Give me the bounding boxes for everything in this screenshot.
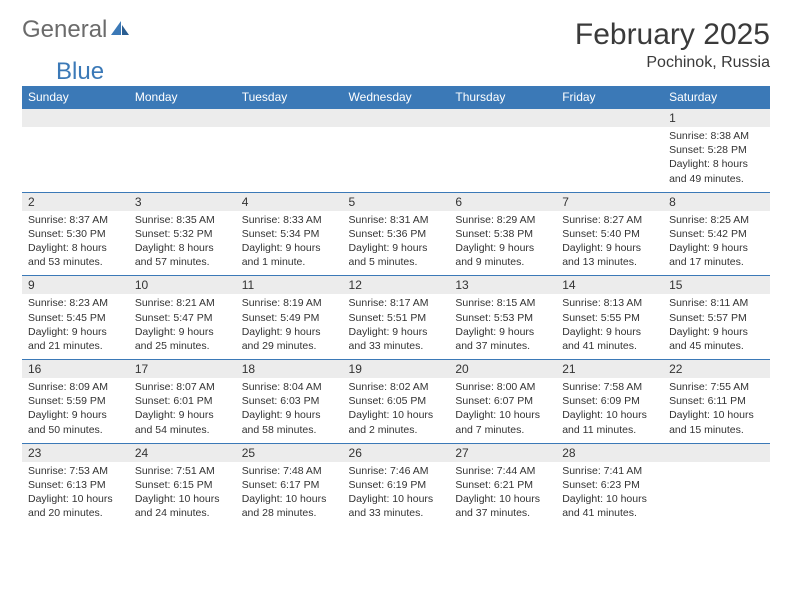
day-details-cell: Sunrise: 7:41 AMSunset: 6:23 PMDaylight:… [556, 462, 663, 527]
day-details-cell: Sunrise: 8:02 AMSunset: 6:05 PMDaylight:… [343, 378, 450, 443]
day-details-cell: Sunrise: 7:44 AMSunset: 6:21 PMDaylight:… [449, 462, 556, 527]
day-details-cell [663, 462, 770, 527]
month-title: February 2025 [575, 18, 770, 52]
day-number-cell: 16 [22, 360, 129, 379]
day-details-cell: Sunrise: 8:23 AMSunset: 5:45 PMDaylight:… [22, 294, 129, 359]
day-number-cell: 21 [556, 360, 663, 379]
day-number-cell: 23 [22, 443, 129, 462]
day-number-cell: 9 [22, 276, 129, 295]
weekday-header: Monday [129, 86, 236, 109]
day-details-cell: Sunrise: 8:37 AMSunset: 5:30 PMDaylight:… [22, 211, 129, 276]
day-number-cell: 2 [22, 192, 129, 211]
day-details-cell [556, 127, 663, 192]
day-details-cell: Sunrise: 8:33 AMSunset: 5:34 PMDaylight:… [236, 211, 343, 276]
weekday-header: Wednesday [343, 86, 450, 109]
day-number-cell: 13 [449, 276, 556, 295]
day-details-cell: Sunrise: 8:00 AMSunset: 6:07 PMDaylight:… [449, 378, 556, 443]
day-number-row: 232425262728 [22, 443, 770, 462]
weekday-header: Thursday [449, 86, 556, 109]
day-number-cell: 18 [236, 360, 343, 379]
day-details-cell: Sunrise: 8:17 AMSunset: 5:51 PMDaylight:… [343, 294, 450, 359]
day-details-cell: Sunrise: 8:15 AMSunset: 5:53 PMDaylight:… [449, 294, 556, 359]
day-details-cell: Sunrise: 7:55 AMSunset: 6:11 PMDaylight:… [663, 378, 770, 443]
day-number-cell: 22 [663, 360, 770, 379]
day-number-cell: 4 [236, 192, 343, 211]
day-number-cell [343, 109, 450, 128]
calendar-table: SundayMondayTuesdayWednesdayThursdayFrid… [22, 86, 770, 526]
day-number-cell [22, 109, 129, 128]
day-number-row: 2345678 [22, 192, 770, 211]
day-number-cell [556, 109, 663, 128]
logo-sail-icon [109, 19, 131, 37]
calendar-body: 1 Sunrise: 8:38 AMSunset: 5:28 PMDayligh… [22, 109, 770, 527]
logo: General [22, 18, 131, 42]
day-number-cell: 1 [663, 109, 770, 128]
day-number-cell: 3 [129, 192, 236, 211]
day-details-cell: Sunrise: 8:09 AMSunset: 5:59 PMDaylight:… [22, 378, 129, 443]
day-number-cell: 7 [556, 192, 663, 211]
day-number-cell [129, 109, 236, 128]
day-number-cell: 12 [343, 276, 450, 295]
day-details-cell: Sunrise: 8:25 AMSunset: 5:42 PMDaylight:… [663, 211, 770, 276]
weekday-header: Friday [556, 86, 663, 109]
day-details-row: Sunrise: 8:38 AMSunset: 5:28 PMDaylight:… [22, 127, 770, 192]
day-details-cell: Sunrise: 8:38 AMSunset: 5:28 PMDaylight:… [663, 127, 770, 192]
day-details-cell [449, 127, 556, 192]
weekday-header-row: SundayMondayTuesdayWednesdayThursdayFrid… [22, 86, 770, 109]
title-block: February 2025 Pochinok, Russia [575, 18, 770, 72]
day-details-cell: Sunrise: 7:46 AMSunset: 6:19 PMDaylight:… [343, 462, 450, 527]
day-details-cell [129, 127, 236, 192]
day-number-cell: 8 [663, 192, 770, 211]
day-details-row: Sunrise: 8:09 AMSunset: 5:59 PMDaylight:… [22, 378, 770, 443]
day-number-cell: 14 [556, 276, 663, 295]
day-details-cell: Sunrise: 7:51 AMSunset: 6:15 PMDaylight:… [129, 462, 236, 527]
day-details-cell: Sunrise: 8:29 AMSunset: 5:38 PMDaylight:… [449, 211, 556, 276]
day-number-cell: 6 [449, 192, 556, 211]
day-number-cell: 24 [129, 443, 236, 462]
day-details-cell: Sunrise: 8:13 AMSunset: 5:55 PMDaylight:… [556, 294, 663, 359]
day-details-cell: Sunrise: 8:21 AMSunset: 5:47 PMDaylight:… [129, 294, 236, 359]
day-number-cell: 20 [449, 360, 556, 379]
header: General February 2025 Pochinok, Russia [22, 18, 770, 72]
day-details-cell: Sunrise: 8:31 AMSunset: 5:36 PMDaylight:… [343, 211, 450, 276]
day-details-cell: Sunrise: 7:48 AMSunset: 6:17 PMDaylight:… [236, 462, 343, 527]
day-number-row: 9101112131415 [22, 276, 770, 295]
logo-word1: General [22, 18, 107, 42]
day-number-cell [449, 109, 556, 128]
day-details-cell: Sunrise: 8:35 AMSunset: 5:32 PMDaylight:… [129, 211, 236, 276]
day-details-row: Sunrise: 8:23 AMSunset: 5:45 PMDaylight:… [22, 294, 770, 359]
location: Pochinok, Russia [575, 54, 770, 72]
day-details-cell: Sunrise: 7:58 AMSunset: 6:09 PMDaylight:… [556, 378, 663, 443]
day-number-cell: 10 [129, 276, 236, 295]
day-details-cell: Sunrise: 8:19 AMSunset: 5:49 PMDaylight:… [236, 294, 343, 359]
day-number-cell: 5 [343, 192, 450, 211]
day-number-cell: 26 [343, 443, 450, 462]
weekday-header: Sunday [22, 86, 129, 109]
weekday-header: Tuesday [236, 86, 343, 109]
day-number-cell: 28 [556, 443, 663, 462]
day-details-cell: Sunrise: 7:53 AMSunset: 6:13 PMDaylight:… [22, 462, 129, 527]
day-number-cell: 25 [236, 443, 343, 462]
day-details-cell: Sunrise: 8:27 AMSunset: 5:40 PMDaylight:… [556, 211, 663, 276]
weekday-header: Saturday [663, 86, 770, 109]
day-number-cell: 19 [343, 360, 450, 379]
day-number-cell [663, 443, 770, 462]
day-details-cell [343, 127, 450, 192]
day-details-row: Sunrise: 7:53 AMSunset: 6:13 PMDaylight:… [22, 462, 770, 527]
day-number-row: 16171819202122 [22, 360, 770, 379]
day-number-cell: 15 [663, 276, 770, 295]
day-number-cell: 27 [449, 443, 556, 462]
logo-word2: Blue [56, 58, 104, 85]
day-details-row: Sunrise: 8:37 AMSunset: 5:30 PMDaylight:… [22, 211, 770, 276]
day-number-cell: 17 [129, 360, 236, 379]
day-details-cell [22, 127, 129, 192]
day-number-cell: 11 [236, 276, 343, 295]
day-details-cell: Sunrise: 8:07 AMSunset: 6:01 PMDaylight:… [129, 378, 236, 443]
day-number-row: 1 [22, 109, 770, 128]
day-details-cell: Sunrise: 8:04 AMSunset: 6:03 PMDaylight:… [236, 378, 343, 443]
day-details-cell: Sunrise: 8:11 AMSunset: 5:57 PMDaylight:… [663, 294, 770, 359]
day-details-cell [236, 127, 343, 192]
day-number-cell [236, 109, 343, 128]
